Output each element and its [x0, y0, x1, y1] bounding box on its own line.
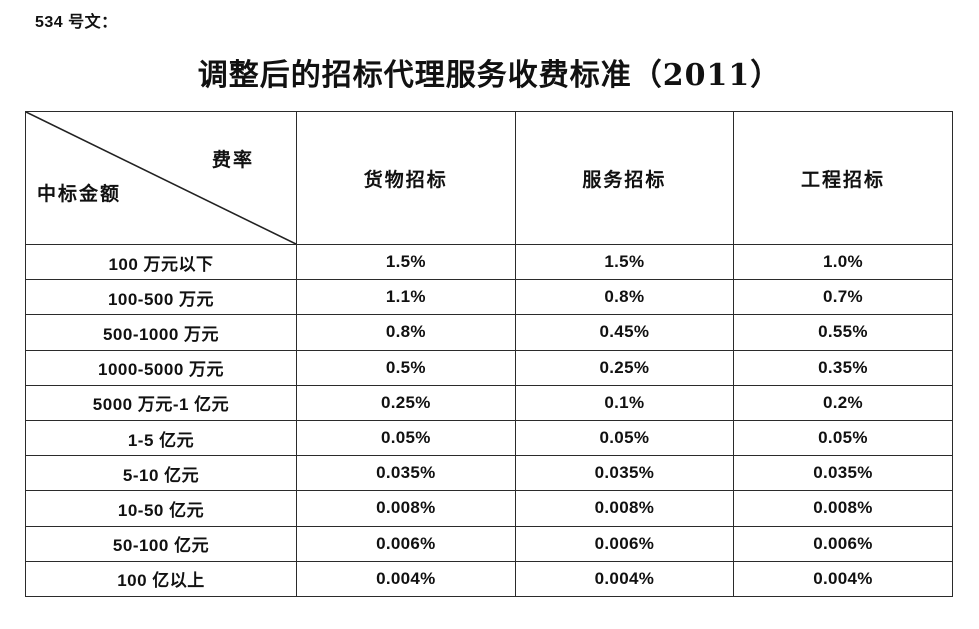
rate-cell-engineering: 0.008% — [733, 490, 953, 527]
rate-cell-service: 0.05% — [514, 419, 735, 457]
rate-cell-engineering: 0.55% — [733, 314, 953, 351]
rate-cell-goods: 0.8% — [296, 314, 516, 351]
rate-cell-engineering: 0.2% — [733, 384, 953, 421]
rate-cell-service: 0.8% — [514, 279, 735, 316]
table-row: 1-5 亿元 0.05% 0.05% 0.05% — [25, 419, 953, 457]
rate-cell-service: 0.006% — [514, 525, 735, 562]
table-row: 100-500 万元 1.1% 0.8% 0.7% — [25, 279, 953, 316]
amount-range-cell: 100 万元以下 — [25, 243, 297, 281]
rate-cell-goods: 0.004% — [296, 560, 516, 597]
amount-range-cell: 1000-5000 万元 — [25, 349, 297, 386]
rate-cell-service: 0.1% — [514, 384, 735, 421]
table-row: 500-1000 万元 0.8% 0.45% 0.55% — [25, 314, 953, 351]
rate-cell-goods: 0.5% — [296, 349, 516, 386]
corner-rate-label: 费率 — [211, 149, 254, 171]
fee-table-body: 100 万元以下 1.5% 1.5% 1.0% 100-500 万元 1.1% … — [25, 243, 953, 597]
table-row: 50-100 亿元 0.006% 0.006% 0.006% — [25, 525, 953, 562]
rate-cell-engineering: 0.35% — [733, 349, 953, 386]
rate-cell-goods: 1.1% — [296, 279, 516, 316]
rate-cell-engineering: 0.7% — [733, 279, 953, 316]
amount-range-cell: 1-5 亿元 — [25, 419, 297, 457]
fee-rate-table: 费率 中标金额 货物招标 服务招标 工程招标 100 万元以下 1.5% 1.5… — [25, 111, 953, 597]
doc-ref-label: 534 号文： — [35, 14, 118, 31]
rate-cell-service: 0.45% — [514, 314, 735, 351]
amount-range-cell: 10-50 亿元 — [25, 490, 297, 527]
rate-cell-goods: 0.05% — [296, 419, 516, 457]
rate-cell-goods: 0.25% — [296, 384, 516, 421]
rate-cell-service: 0.25% — [514, 349, 735, 386]
rate-cell-engineering: 0.004% — [733, 560, 953, 597]
table-row: 5-10 亿元 0.035% 0.035% 0.035% — [25, 455, 953, 492]
page-title: 调整后的招标代理服务收费标准（2011） — [197, 58, 782, 93]
table-row: 100 万元以下 1.5% 1.5% 1.0% — [25, 243, 953, 281]
table-header-row: 费率 中标金额 货物招标 服务招标 工程招标 — [25, 111, 953, 245]
table-row: 10-50 亿元 0.008% 0.008% 0.008% — [25, 490, 953, 527]
amount-range-cell: 100 亿以上 — [25, 560, 297, 597]
amount-range-cell: 5000 万元-1 亿元 — [25, 384, 297, 421]
rate-cell-service: 0.004% — [514, 560, 735, 597]
rate-cell-service: 0.035% — [514, 455, 735, 492]
amount-range-cell: 100-500 万元 — [25, 279, 297, 316]
corner-amount-label: 中标金额 — [37, 183, 122, 205]
table-row: 5000 万元-1 亿元 0.25% 0.1% 0.2% — [25, 384, 953, 421]
amount-range-cell: 500-1000 万元 — [25, 314, 297, 351]
rate-cell-engineering: 0.05% — [733, 419, 953, 457]
rate-cell-engineering: 0.006% — [733, 525, 953, 562]
diagonal-divider-line — [26, 112, 296, 244]
rate-cell-goods: 0.006% — [296, 525, 516, 562]
table-row: 1000-5000 万元 0.5% 0.25% 0.35% — [25, 349, 953, 386]
rate-cell-goods: 1.5% — [296, 243, 516, 281]
rate-cell-service: 0.008% — [514, 490, 735, 527]
amount-range-cell: 5-10 亿元 — [25, 455, 297, 492]
col-header-engineering-bidding: 工程招标 — [733, 111, 953, 245]
rate-cell-goods: 0.008% — [296, 490, 516, 527]
rate-cell-goods: 0.035% — [296, 455, 516, 492]
corner-header-cell: 费率 中标金额 — [25, 111, 297, 245]
amount-range-cell: 50-100 亿元 — [25, 525, 297, 562]
rate-cell-service: 1.5% — [514, 243, 735, 281]
rate-cell-engineering: 0.035% — [733, 455, 953, 492]
rate-cell-engineering: 1.0% — [733, 243, 953, 281]
col-header-service-bidding: 服务招标 — [514, 111, 735, 245]
col-header-goods-bidding: 货物招标 — [296, 111, 516, 245]
table-row: 100 亿以上 0.004% 0.004% 0.004% — [25, 560, 953, 597]
